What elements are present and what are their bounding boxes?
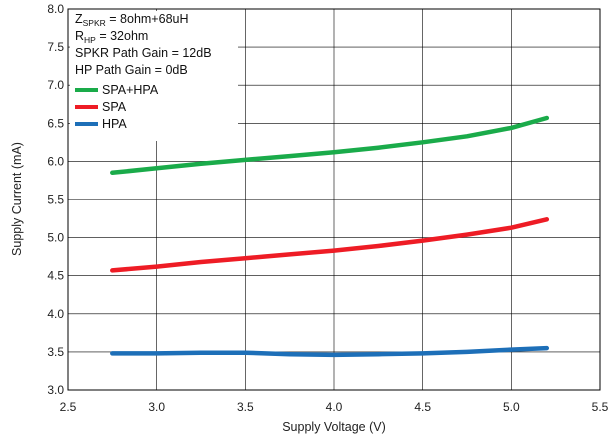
x-tick-label: 5.5: [592, 400, 608, 414]
annotation-line: ZSPKR = 8ohm+68uH: [75, 12, 189, 28]
legend-label: SPA+HPA: [102, 83, 159, 97]
x-tick-label: 3.5: [237, 400, 254, 414]
y-axis-title: Supply Current (mA): [10, 142, 24, 256]
legend-label: SPA: [102, 100, 127, 114]
x-tick-label: 2.5: [60, 400, 77, 414]
x-tick-label: 4.0: [326, 400, 343, 414]
y-tick-label: 6.5: [47, 116, 64, 130]
plot-frame: [67, 8, 601, 391]
annotation-background: [70, 11, 238, 141]
y-tick-label: 5.5: [47, 193, 64, 207]
series-line-spa: [110, 217, 550, 273]
x-tick-label: 5.0: [503, 400, 520, 414]
y-tick-label: 7.5: [47, 40, 64, 54]
x-axis-title: Supply Voltage (V): [282, 420, 386, 434]
y-tick-label: 3.5: [47, 345, 64, 359]
y-tick-label: 3.0: [47, 383, 64, 397]
tick-labels: 2.5 3.0 3.5 4.0 4.5 5.0 5.5 3.0 3.5 4.0 4.5 5.0 5.5 6…: [47, 2, 608, 414]
y-tick-label: 4.0: [47, 307, 64, 321]
data-series: [110, 115, 550, 358]
y-tick-label: 4.5: [47, 269, 64, 283]
series-line-hpa: [110, 345, 550, 358]
annotation-line: SPKR Path Gain = 12dB: [75, 46, 212, 60]
x-tick-label: 4.5: [414, 400, 431, 414]
y-tick-label: 6.0: [47, 154, 64, 168]
x-tick-label: 3.0: [148, 400, 165, 414]
y-tick-label: 5.0: [47, 231, 64, 245]
y-tick-label: 8.0: [47, 2, 64, 16]
legend: SPA+HPA SPA HPA: [75, 83, 159, 131]
annotation-line: HP Path Gain = 0dB: [75, 63, 188, 77]
legend-label: HPA: [102, 117, 127, 131]
y-tick-label: 7.0: [47, 78, 64, 92]
series-line-spa-hpa: [110, 115, 550, 176]
gridlines: [68, 9, 600, 390]
annotation-line: RHP = 32ohm: [75, 29, 148, 45]
